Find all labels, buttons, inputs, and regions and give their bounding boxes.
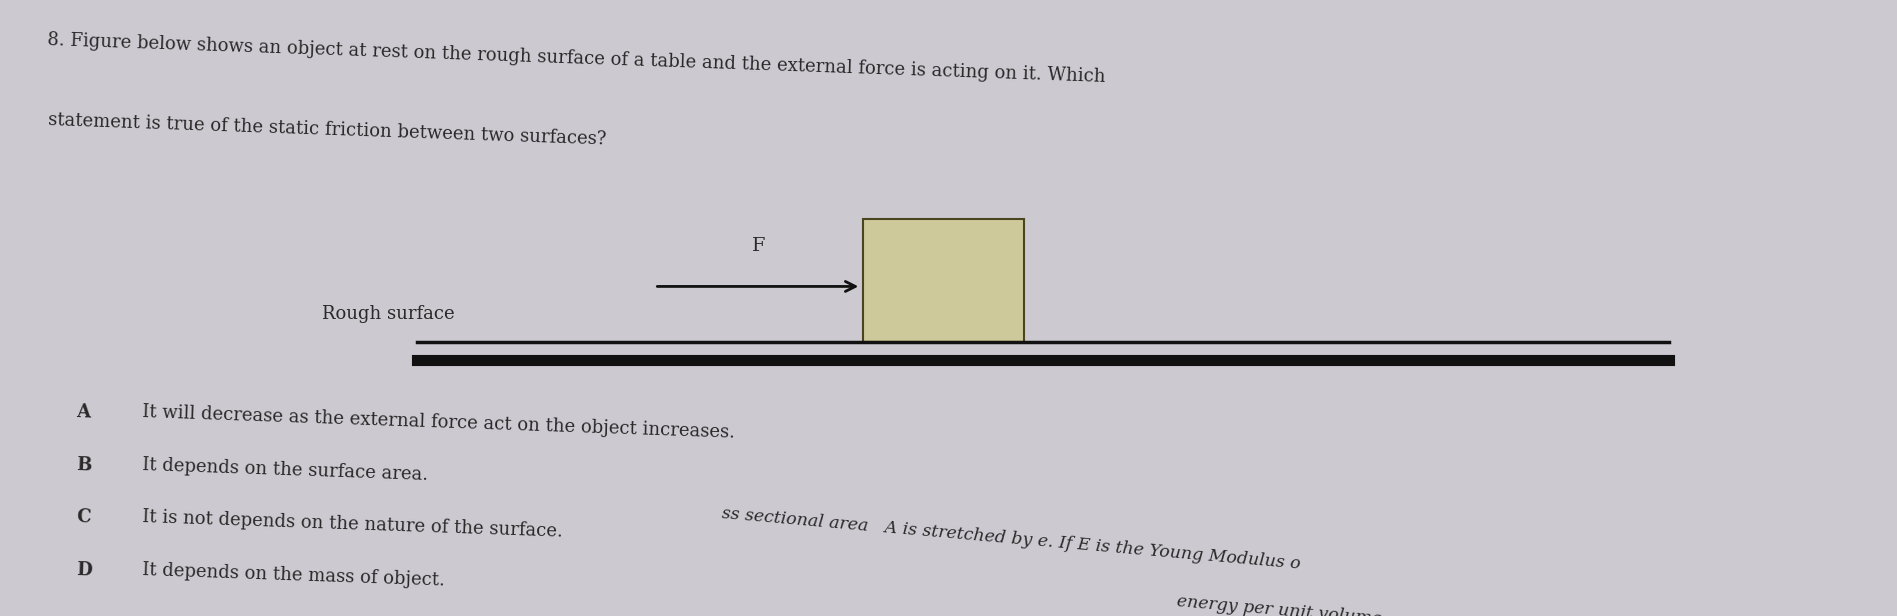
Text: It depends on the mass of object.: It depends on the mass of object. (142, 561, 446, 589)
Text: It is not depends on the nature of the surface.: It is not depends on the nature of the s… (142, 508, 563, 541)
Text: D: D (76, 561, 93, 579)
Text: Rough surface: Rough surface (322, 305, 455, 323)
Text: B: B (76, 456, 91, 474)
Text: It will decrease as the external force act on the object increases.: It will decrease as the external force a… (142, 403, 736, 442)
Text: ss sectional area   A is stretched by e. If E is the Young Modulus o: ss sectional area A is stretched by e. I… (721, 505, 1301, 573)
Text: A: A (76, 403, 91, 422)
Text: F: F (751, 237, 766, 256)
Text: C: C (76, 508, 91, 527)
Text: statement is true of the static friction between two surfaces?: statement is true of the static friction… (47, 111, 607, 148)
Text: energy per unit volume: energy per unit volume (1176, 593, 1383, 616)
Text: It depends on the surface area.: It depends on the surface area. (142, 456, 429, 484)
Bar (863, 219, 1024, 342)
Text: 8. Figure below shows an object at rest on the rough surface of a table and the : 8. Figure below shows an object at rest … (47, 31, 1106, 86)
